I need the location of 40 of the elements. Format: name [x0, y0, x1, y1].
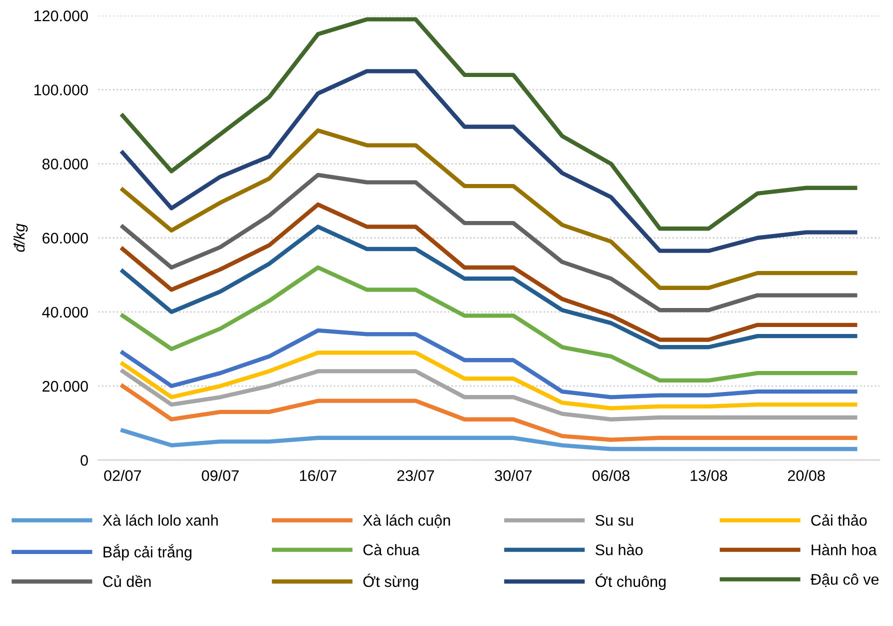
line-series: [120, 128, 858, 290]
y-tick-label: 80.000: [42, 158, 88, 170]
y-tick-label: 100.000: [34, 84, 88, 96]
legend-label: Đậu cô ve: [810, 574, 879, 587]
y-tick-label: 60.000: [42, 232, 88, 244]
x-tick-label: 06/08: [592, 470, 630, 482]
line-series: [120, 384, 858, 442]
y-tick-label: 120.000: [34, 10, 88, 22]
x-tick-label: 09/07: [202, 470, 239, 482]
x-tick-label: 13/08: [690, 470, 728, 482]
x-tick-label: 23/07: [397, 470, 434, 482]
legend-label: Cải thảo: [811, 514, 867, 526]
legend-label: Ớt chuông: [596, 574, 666, 590]
legend-label: Củ dền: [103, 575, 151, 587]
line-series: [120, 172, 858, 312]
line-series: [120, 17, 858, 231]
line-series: [120, 328, 858, 400]
x-tick-label: 30/07: [494, 470, 532, 482]
legend-label: Ớt sừng: [363, 574, 418, 590]
line-series: [120, 224, 858, 350]
legend-label: Bắp cải trắng: [104, 544, 192, 560]
y-tick-label: 20.000: [42, 380, 88, 392]
y-axis-title: đ/kg: [13, 224, 28, 252]
y-tick-label: 40.000: [42, 306, 88, 318]
x-tick-label: 16/07: [300, 470, 336, 482]
x-tick-label: 20/08: [788, 470, 825, 482]
legend-label: Xà lách lolo xanh: [102, 514, 218, 526]
line-series: [120, 428, 858, 452]
legend-label: Hành hoa: [812, 544, 877, 556]
y-tick-label: 0: [80, 454, 88, 466]
line-series: [120, 69, 858, 253]
line-series: [120, 265, 858, 383]
x-tick-label: 02/07: [104, 470, 141, 482]
line-series: [120, 369, 858, 422]
legend-label: Su su: [596, 514, 633, 526]
line-series: [120, 202, 858, 342]
legend-label: Su hào: [596, 544, 643, 556]
legend-label: Xà lách cuộn: [362, 514, 450, 528]
legend-label: Cà chua: [363, 544, 420, 556]
line-series: [120, 350, 858, 410]
